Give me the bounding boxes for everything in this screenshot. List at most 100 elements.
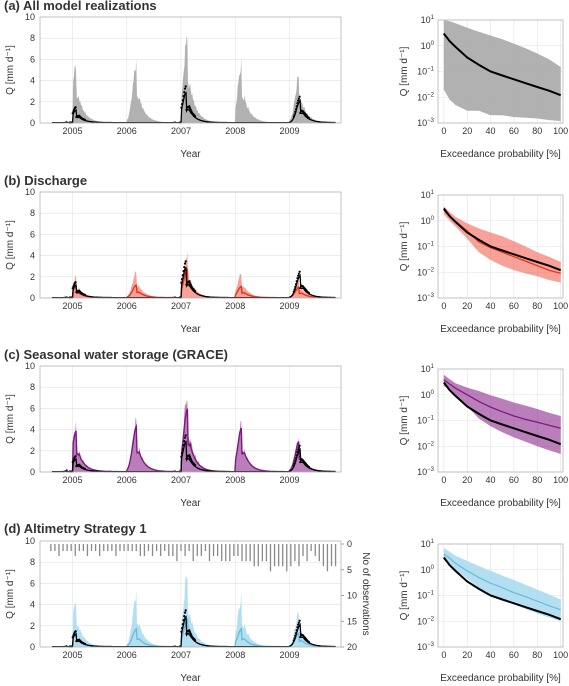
ts-xtick-label: 2008 (225, 126, 245, 136)
observed-point (182, 444, 185, 447)
observed-point (292, 464, 295, 467)
ts-ytick-label: 8 (30, 382, 35, 392)
fdc-xtick-label: 40 (486, 126, 496, 136)
observed-point (188, 629, 191, 632)
observed-point (180, 452, 184, 455)
fdc-simulated-line (443, 553, 561, 611)
fdc-ytick-label: 10−2 (417, 616, 435, 626)
fdc-xtick-label: 80 (532, 301, 542, 311)
observed-point (297, 99, 300, 102)
ts-ytick-label: 0 (30, 642, 35, 652)
fdc-plot-frame (437, 194, 564, 299)
observed-point (183, 436, 187, 439)
observed-point (180, 627, 184, 630)
ts-ytick-label: 2 (30, 621, 35, 631)
fdc-xtick-label: 20 (462, 126, 472, 136)
observed-point (189, 283, 192, 286)
uncertainty-band (51, 576, 336, 647)
observed-point (292, 115, 295, 118)
ts-ytick-label: 4 (30, 76, 35, 86)
observed-point (74, 455, 77, 458)
fdc-uncertainty-band (443, 206, 561, 283)
observed-point (299, 635, 302, 639)
observed-point (74, 106, 77, 109)
ts-ytick-label: 6 (30, 54, 35, 64)
observed-point (182, 270, 185, 273)
observed-point (72, 634, 75, 637)
y2-tick-label: 10 (347, 591, 357, 601)
ts-ytick-label: 6 (30, 229, 35, 239)
observed-point (184, 260, 187, 263)
fdc-ytick-label: 10−1 (417, 67, 435, 77)
fdc-ytick-label: 10−3 (417, 642, 435, 652)
observed-point (184, 434, 187, 437)
observed-point (71, 287, 74, 290)
fdc-xtick-label: 80 (532, 650, 542, 660)
fdc-panel-c: 101 100 10−1 10−2 10−3 0 20 40 60 80 100 Exceedance… (399, 364, 568, 509)
ts-plot-frame (39, 191, 342, 299)
ts-plot-frame (39, 16, 342, 124)
observed-point (71, 112, 74, 115)
observed-point (299, 111, 302, 115)
observed-point (71, 636, 74, 639)
ts-x-axis-label: Year (180, 498, 201, 509)
ts-xtick-label: 2006 (117, 475, 137, 485)
observed-point (185, 108, 188, 111)
fdc-x-axis-label: Exceedance probability [%] (440, 149, 561, 160)
fdc-uncertainty-band (443, 548, 561, 622)
fdc-xtick-label: 100 (553, 126, 568, 136)
panel-a-title: (a) All model realizations (4, 0, 157, 13)
observed-point (295, 629, 298, 632)
ts-ytick-label: 0 (30, 118, 35, 128)
fdc-xtick-label: 0 (441, 650, 446, 660)
ts-xtick-label: 2007 (171, 301, 191, 311)
observed-point (180, 103, 184, 106)
ts-xtick-label: 2008 (225, 475, 245, 485)
observed-point (297, 446, 300, 449)
fdc-ytick-label: 101 (421, 190, 435, 200)
ts-xtick-label: 2005 (63, 475, 83, 485)
fdc-ytick-label: 10−1 (417, 591, 435, 601)
observed-point (184, 85, 187, 88)
observed-point (292, 290, 295, 293)
ts-ytick-label: 0 (30, 467, 35, 477)
ts-x-axis-label: Year (180, 149, 201, 160)
observed-point (72, 285, 75, 288)
observed-point (181, 274, 184, 277)
fdc-ytick-label: 10−2 (417, 441, 435, 451)
ts-x-axis-label: Year (180, 673, 201, 684)
observed-point (307, 465, 311, 469)
observed-point (295, 105, 298, 108)
fdc-x-axis-label: Exceedance probability [%] (440, 673, 561, 684)
ts-ytick-label: 4 (30, 251, 35, 261)
panel-d-title: (d) Altimetry Strategy 1 (4, 521, 147, 536)
fdc-ytick-label: 10−1 (417, 242, 435, 252)
observed-point (294, 283, 298, 286)
observed-point (183, 91, 186, 94)
fdc-xtick-label: 60 (509, 301, 519, 311)
observed-point (180, 630, 183, 633)
observed-point (297, 621, 300, 624)
fdc-ytick-label: 100 (421, 216, 435, 226)
fdc-plot-frame (437, 543, 564, 648)
observed-point (194, 639, 197, 642)
fdc-y-axis-label: Q [mm d⁻¹] (399, 46, 410, 96)
observed-point (307, 640, 311, 644)
observed-point (180, 278, 184, 281)
ts-ytick-label: 2 (30, 272, 35, 282)
fdc-x-axis-label: Exceedance probability [%] (440, 324, 561, 335)
observed-point (183, 266, 186, 269)
ts-xtick-label: 2006 (117, 650, 137, 660)
fdc-ytick-label: 10−3 (417, 118, 435, 128)
fdc-xtick-label: 100 (553, 301, 568, 311)
observed-point (298, 95, 301, 98)
ts-plot-frame (39, 540, 342, 648)
observed-point (298, 444, 301, 447)
ts-xtick-label: 2009 (279, 126, 299, 136)
fdc-plot-frame (437, 368, 564, 473)
ts-ytick-label: 4 (30, 425, 35, 435)
fdc-xtick-label: 40 (486, 301, 496, 311)
observed-point (294, 457, 298, 460)
y2-tick-label: 0 (347, 539, 352, 549)
